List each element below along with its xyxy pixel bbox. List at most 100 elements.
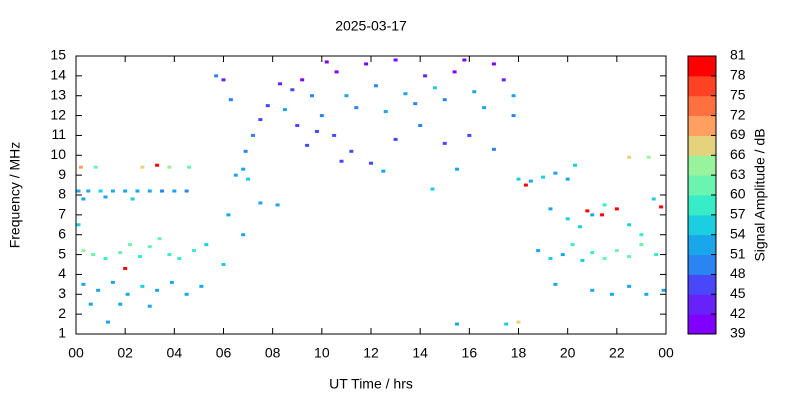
colorbar-band — [688, 274, 716, 295]
data-point — [659, 205, 664, 209]
data-point — [577, 225, 582, 229]
colorbar-tick-label: 69 — [730, 126, 746, 142]
data-point — [91, 253, 96, 257]
y-axis-label: Frequency / MHz — [7, 142, 23, 249]
y-tick-label: 1 — [58, 325, 66, 341]
data-point — [169, 280, 174, 284]
data-point — [251, 133, 255, 137]
colorbar-tick-label: 60 — [730, 186, 746, 202]
colorbar-band — [688, 175, 716, 196]
data-point — [654, 253, 659, 257]
y-tick-label: 5 — [58, 245, 66, 261]
x-tick-label: 02 — [117, 345, 133, 361]
data-point — [221, 263, 226, 266]
data-point — [548, 257, 553, 261]
data-point — [246, 177, 251, 181]
data-point — [130, 197, 135, 201]
colorbar-band — [688, 254, 716, 275]
data-point — [98, 189, 103, 193]
data-point — [123, 266, 128, 270]
colorbar-band — [688, 135, 716, 156]
data-point — [661, 288, 666, 292]
colorbar-band — [688, 234, 716, 256]
data-point — [491, 147, 496, 151]
data-point — [243, 149, 248, 153]
data-point — [204, 243, 209, 247]
data-point — [93, 165, 98, 169]
x-tick-label: 20 — [560, 345, 576, 361]
x-tick-label: 10 — [314, 345, 330, 361]
data-point — [573, 163, 578, 167]
data-point — [137, 255, 142, 259]
x-tick-label: 18 — [511, 345, 527, 361]
data-point — [511, 114, 516, 118]
data-point — [118, 302, 123, 306]
colorbar-tick-label: 54 — [730, 225, 746, 241]
data-point — [88, 302, 93, 306]
data-point — [472, 90, 477, 94]
data-point — [536, 249, 541, 253]
x-tick-label: 06 — [216, 345, 232, 361]
data-point — [467, 133, 472, 137]
data-point — [187, 165, 192, 169]
data-point — [300, 78, 305, 82]
data-point — [103, 195, 108, 199]
data-point — [523, 183, 528, 187]
data-point — [565, 217, 570, 221]
data-point — [393, 137, 398, 141]
y-tick-label: 4 — [58, 265, 66, 281]
data-point — [491, 62, 496, 66]
data-point — [310, 94, 314, 98]
data-point — [627, 255, 632, 259]
data-point — [110, 189, 115, 193]
data-point — [646, 155, 651, 159]
data-point — [609, 292, 614, 296]
data-point — [354, 106, 359, 110]
data-point — [332, 133, 337, 137]
data-point — [155, 163, 160, 167]
data-point — [369, 161, 373, 165]
data-point — [413, 102, 418, 106]
data-point — [432, 86, 437, 90]
data-point — [553, 282, 558, 286]
chart-title: 2025-03-17 — [335, 18, 407, 34]
data-point — [241, 167, 246, 171]
data-point — [233, 173, 238, 177]
data-point — [627, 223, 632, 227]
data-point — [590, 251, 595, 255]
data-point — [614, 249, 619, 253]
data-point — [167, 165, 172, 169]
data-point — [275, 203, 280, 207]
x-tick-label: 08 — [265, 345, 281, 361]
data-point — [76, 223, 81, 227]
data-point — [373, 84, 378, 88]
data-point — [560, 253, 565, 257]
data-point — [482, 106, 487, 110]
data-point — [160, 189, 165, 193]
y-tick-label: 15 — [50, 47, 66, 63]
data-point — [258, 118, 263, 122]
y-tick-label: 6 — [58, 225, 66, 241]
data-point — [140, 165, 145, 169]
data-point — [651, 197, 656, 201]
data-point — [381, 169, 386, 173]
data-point — [184, 189, 189, 193]
data-point — [383, 110, 388, 114]
data-point — [541, 175, 546, 179]
colorbar-band — [688, 95, 716, 117]
y-tick-label: 8 — [58, 186, 66, 202]
data-point — [585, 209, 590, 213]
data-point — [627, 155, 632, 159]
data-point — [147, 189, 152, 193]
colorbar-tick-label: 72 — [730, 106, 746, 122]
data-point — [199, 284, 204, 288]
data-point — [314, 129, 319, 133]
data-point — [590, 288, 595, 292]
x-tick-label: 14 — [412, 345, 428, 361]
data-point — [639, 233, 644, 237]
data-point — [442, 98, 447, 102]
data-point — [147, 245, 152, 249]
data-point — [105, 320, 110, 324]
colorbar-tick-label: 81 — [730, 47, 746, 63]
data-point — [516, 320, 521, 324]
